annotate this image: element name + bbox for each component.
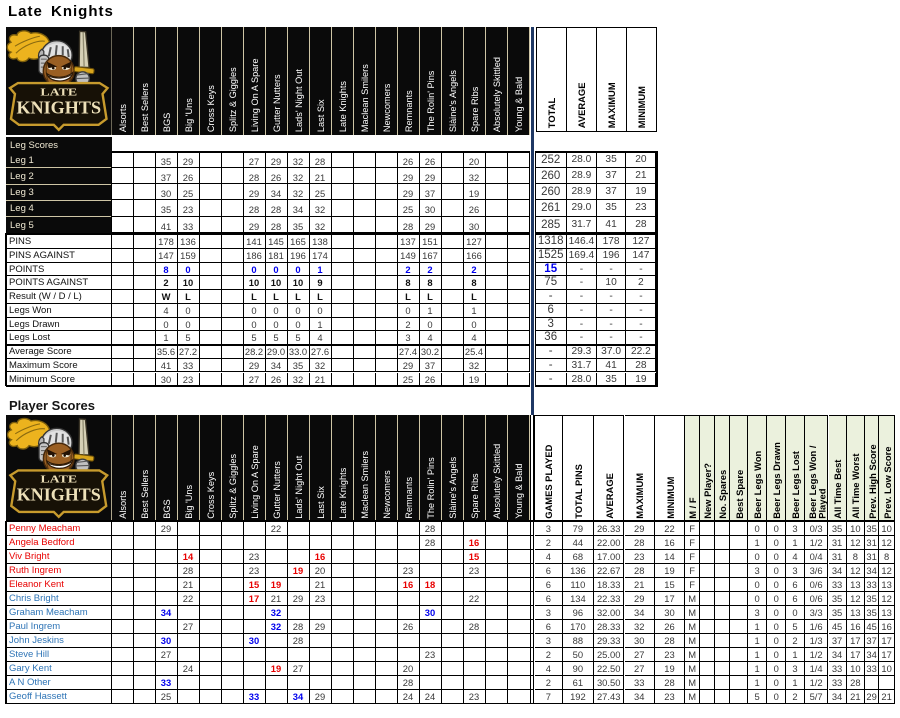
svg-text:LATE: LATE: [40, 87, 77, 98]
svg-text:KNIGHTS: KNIGHTS: [16, 97, 101, 117]
svg-text:LATE: LATE: [40, 474, 77, 485]
svg-text:KNIGHTS: KNIGHTS: [17, 484, 101, 504]
